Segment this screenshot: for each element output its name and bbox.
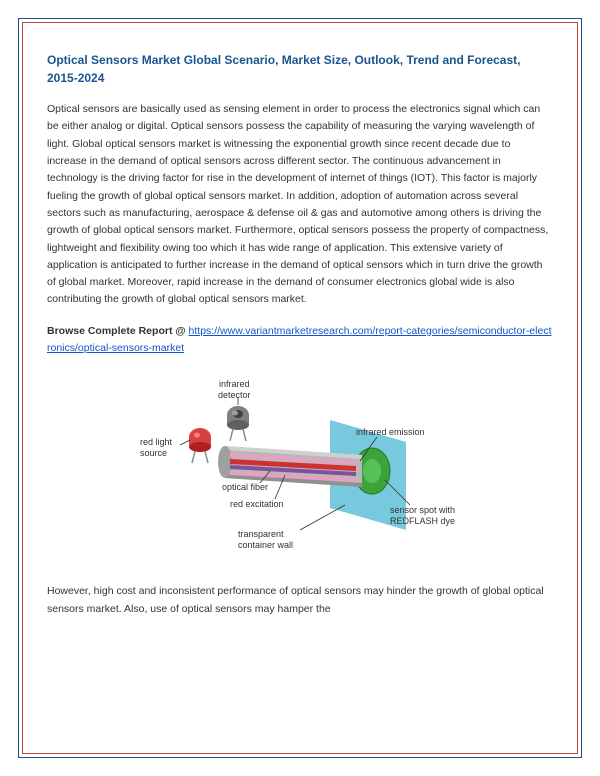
page-title: Optical Sensors Market Global Scenario, … <box>47 51 553 87</box>
diagram-svg <box>130 375 470 565</box>
label-red-excitation: red excitation <box>230 499 284 509</box>
page-inner-border: Optical Sensors Market Global Scenario, … <box>22 22 578 754</box>
browse-report-line: Browse Complete Report @ https://www.var… <box>47 323 553 358</box>
label-sensor-spot: sensor spot withREDFLASH dye <box>390 505 455 526</box>
optical-sensor-diagram: infrareddetector red lightsource optical… <box>130 375 470 565</box>
diagram-container: infrareddetector red lightsource optical… <box>47 375 553 565</box>
intro-paragraph: Optical sensors are basically used as se… <box>47 101 553 309</box>
label-red-light-source: red lightsource <box>140 437 172 458</box>
label-infrared-detector: infrareddetector <box>218 379 251 400</box>
browse-label: Browse Complete Report @ <box>47 325 189 337</box>
label-optical-fiber: optical fiber <box>222 482 268 492</box>
label-transparent-wall: transparentcontainer wall <box>238 529 293 550</box>
second-paragraph: However, high cost and inconsistent perf… <box>47 583 553 618</box>
label-infrared-emission: infrared emission <box>356 427 425 437</box>
